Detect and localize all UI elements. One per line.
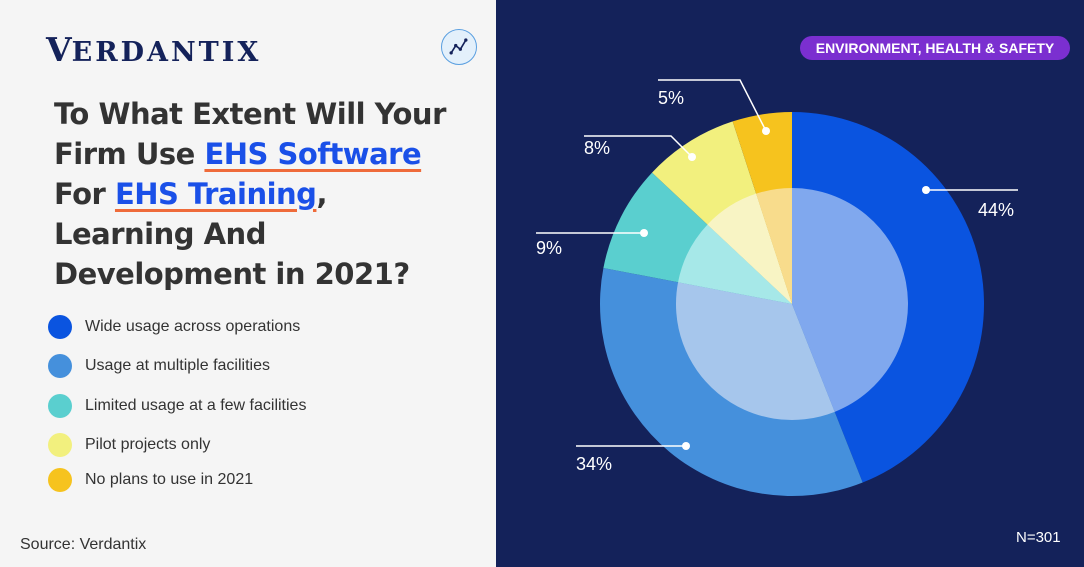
leader-line: [584, 135, 693, 158]
legend-label: Wide usage across operations: [85, 318, 301, 335]
donut-inner-slice: [676, 282, 835, 420]
legend-swatch: [48, 315, 72, 339]
legend-item: Wide usage across operations: [48, 314, 378, 340]
donut-inner-slice: [678, 224, 792, 304]
legend-swatch: [48, 394, 72, 418]
leader-dot: [640, 229, 648, 237]
category-badge: ENVIRONMENT, HEALTH & SAFETY: [800, 36, 1070, 60]
legend-item: Usage at multiple facilities: [48, 353, 378, 379]
legend-swatch: [48, 468, 72, 492]
data-label: 5%: [658, 88, 684, 108]
donut-inner-slice: [756, 188, 792, 304]
leader-dot: [922, 186, 930, 194]
donut-inner-slice: [707, 193, 792, 304]
info-panel: VERDANTIX To What Extent Will Your Firm …: [0, 0, 496, 567]
title-highlight-ehs-training: EHS Training: [114, 177, 317, 211]
legend-swatch: [48, 354, 72, 378]
leader-dot: [682, 442, 690, 450]
sample-size-label: N=301: [1016, 529, 1061, 546]
legend-swatch: [48, 433, 72, 457]
legend-label: Limited usage at a few facilities: [85, 397, 307, 414]
leader-dot: [762, 127, 770, 135]
legend-item: No plans to use in 2021: [48, 467, 378, 493]
legend-item: Pilot projects only: [48, 432, 378, 458]
data-label: 9%: [536, 238, 562, 258]
data-label: 34%: [576, 454, 612, 474]
trend-line-icon: [441, 29, 477, 65]
leader-line: [658, 79, 767, 132]
donut-inner-slice: [792, 188, 908, 412]
source-note: Source: Verdantix: [20, 536, 147, 553]
title-highlight-ehs-software: EHS Software: [204, 137, 422, 171]
donut-chart: 44% 34% 9% 8% 5%: [536, 79, 1018, 497]
data-label: 8%: [584, 138, 610, 158]
verdantix-logo: VERDANTIX: [46, 30, 262, 69]
legend-label: No plans to use in 2021: [85, 471, 254, 488]
legend-item: Limited usage at a few facilities: [48, 393, 378, 419]
chart-title: To What Extent Will Your Firm Use EHS So…: [54, 97, 446, 291]
leader-dot: [688, 153, 696, 161]
legend-label: Pilot projects only: [85, 436, 211, 453]
legend-label: Usage at multiple facilities: [85, 357, 270, 374]
data-label: 44%: [978, 200, 1014, 220]
